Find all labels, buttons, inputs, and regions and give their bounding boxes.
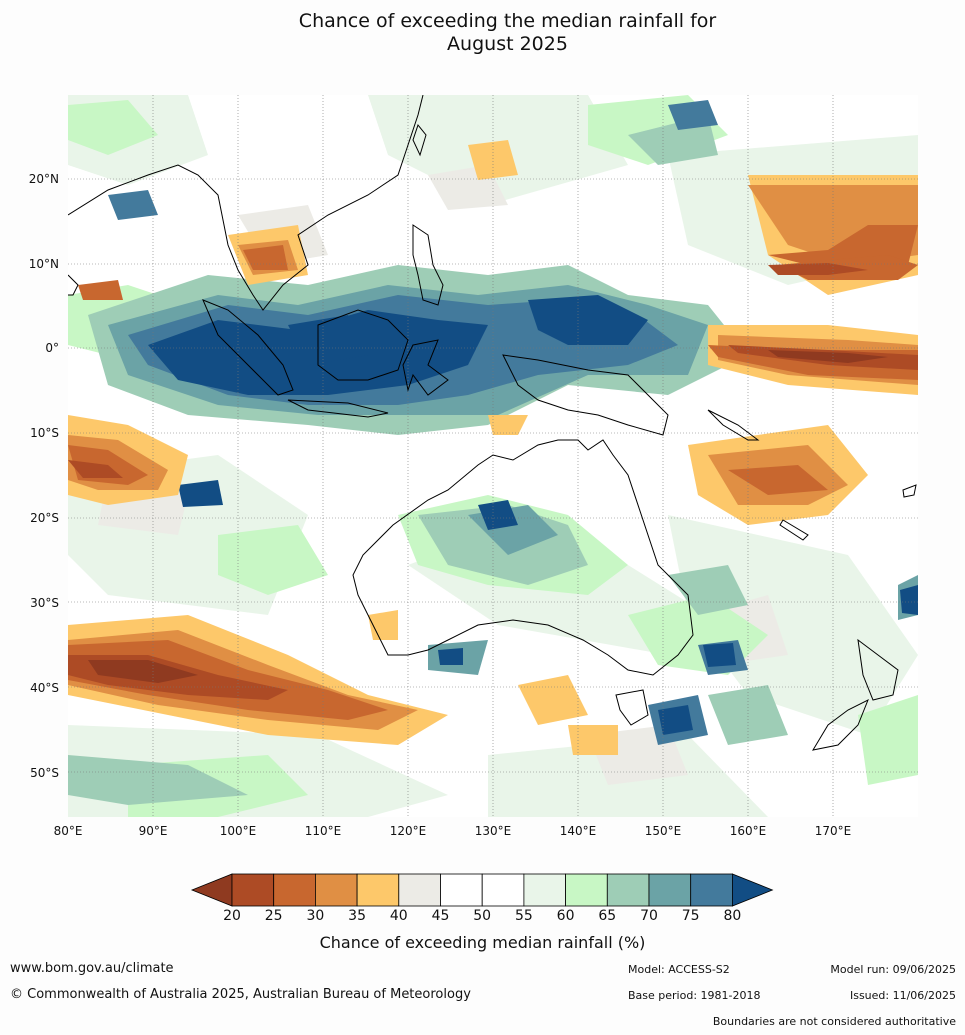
footer-issued: Issued: 11/06/2025 xyxy=(849,989,956,1002)
lon-label-110e: 110°E xyxy=(304,824,342,838)
solomon-coast xyxy=(707,409,760,441)
new-guinea-coast xyxy=(502,354,669,436)
colorbar-tick-label: 70 xyxy=(640,908,658,924)
nz-north-coast xyxy=(857,638,899,701)
lon-label-90e: 90°E xyxy=(138,824,168,838)
colorbar-segment xyxy=(356,873,400,907)
darkest-brown-areas xyxy=(88,350,888,683)
lon-label-150e: 150°E xyxy=(644,824,682,838)
footer-model: Model: ACCESS-S2 xyxy=(628,963,730,976)
java-coast xyxy=(287,399,389,418)
colorbar-tick-label: 55 xyxy=(514,908,533,924)
colorbar-segment xyxy=(440,873,483,907)
colorbar-tick-label: 45 xyxy=(431,908,450,924)
fiji-coast xyxy=(902,484,917,498)
nz-south-coast xyxy=(811,698,869,751)
lon-label-130e: 130°E xyxy=(474,824,512,838)
se-asia-coast xyxy=(68,95,424,311)
colorbar-tick-label: 25 xyxy=(264,908,283,924)
colorbar-segment xyxy=(315,873,358,907)
footer-copyright: © Commonwealth of Australia 2025, Austra… xyxy=(10,987,471,1002)
footer-url: www.bom.gov.au/climate xyxy=(10,961,174,976)
footer-model-run: Model run: 09/06/2025 xyxy=(830,963,956,976)
colorbar-label: Chance of exceeding median rainfall (%) xyxy=(319,933,646,952)
lat-label-0: 0° xyxy=(45,341,59,355)
lat-label-30s: 30°S xyxy=(30,596,59,610)
lon-label-160e: 160°E xyxy=(729,824,767,838)
sri-lanka-coast xyxy=(68,274,79,296)
australia-coast xyxy=(352,439,694,676)
colorbar-segment xyxy=(523,873,566,907)
colorbar xyxy=(190,873,774,907)
lat-label-20n: 20°N xyxy=(28,172,59,186)
coastlines xyxy=(68,95,917,751)
title-line-2: August 2025 xyxy=(447,33,568,55)
lat-label-40s: 40°S xyxy=(30,681,59,695)
colorbar-segment xyxy=(606,873,650,907)
map-title: Chance of exceeding the median rainfall … xyxy=(0,10,965,56)
colorbar-segment xyxy=(231,873,275,907)
philippines-coast xyxy=(412,224,444,306)
tasmania-coast xyxy=(615,689,649,726)
colorbar-arrow-low xyxy=(190,873,233,907)
colorbar-segment xyxy=(648,873,692,907)
sumatra-coast xyxy=(202,299,294,396)
borneo-coast xyxy=(317,309,409,381)
sulawesi-coast xyxy=(402,339,449,396)
colorbar-tick-label: 75 xyxy=(681,908,700,924)
colorbar-tick-label: 35 xyxy=(348,908,366,924)
lon-label-140e: 140°E xyxy=(559,824,597,838)
map-canvas xyxy=(68,95,918,817)
new-caledonia-coast xyxy=(779,519,809,541)
lon-label-170e: 170°E xyxy=(814,824,852,838)
lat-label-10n: 10°N xyxy=(28,257,59,271)
colorbar-segment xyxy=(481,873,525,907)
lat-label-50s: 50°S xyxy=(30,766,59,780)
colorbar-tick-label: 60 xyxy=(556,908,575,924)
colorbar-tick-label: 50 xyxy=(473,908,492,924)
colorbar-tick-label: 80 xyxy=(723,908,742,924)
colorbar-tick-label: 40 xyxy=(389,908,408,924)
lon-label-120e: 120°E xyxy=(389,824,427,838)
colorbar-tick-label: 65 xyxy=(598,908,617,924)
lat-label-10s: 10°S xyxy=(30,426,59,440)
lon-label-100e: 100°E xyxy=(219,824,257,838)
map-gridlines xyxy=(68,95,918,817)
footer-base-period: Base period: 1981-2018 xyxy=(628,989,761,1002)
colorbar-segment xyxy=(690,873,733,907)
colorbar-tick-label: 30 xyxy=(306,908,325,924)
lon-label-80e: 80°E xyxy=(53,824,83,838)
colorbar-segments xyxy=(190,873,774,907)
colorbar-segment xyxy=(398,873,441,907)
colorbar-tick-label: 20 xyxy=(223,908,241,924)
colorbar-segment xyxy=(565,873,608,907)
rainfall-map xyxy=(68,95,918,817)
colorbar-segment xyxy=(273,873,316,907)
footer-disclaimer: Boundaries are not considered authoritat… xyxy=(712,1015,956,1028)
colorbar-arrow-high xyxy=(732,873,774,907)
title-line-1: Chance of exceeding the median rainfall … xyxy=(298,10,717,32)
lat-label-20s: 20°S xyxy=(30,511,59,525)
taiwan-coast xyxy=(412,123,427,157)
